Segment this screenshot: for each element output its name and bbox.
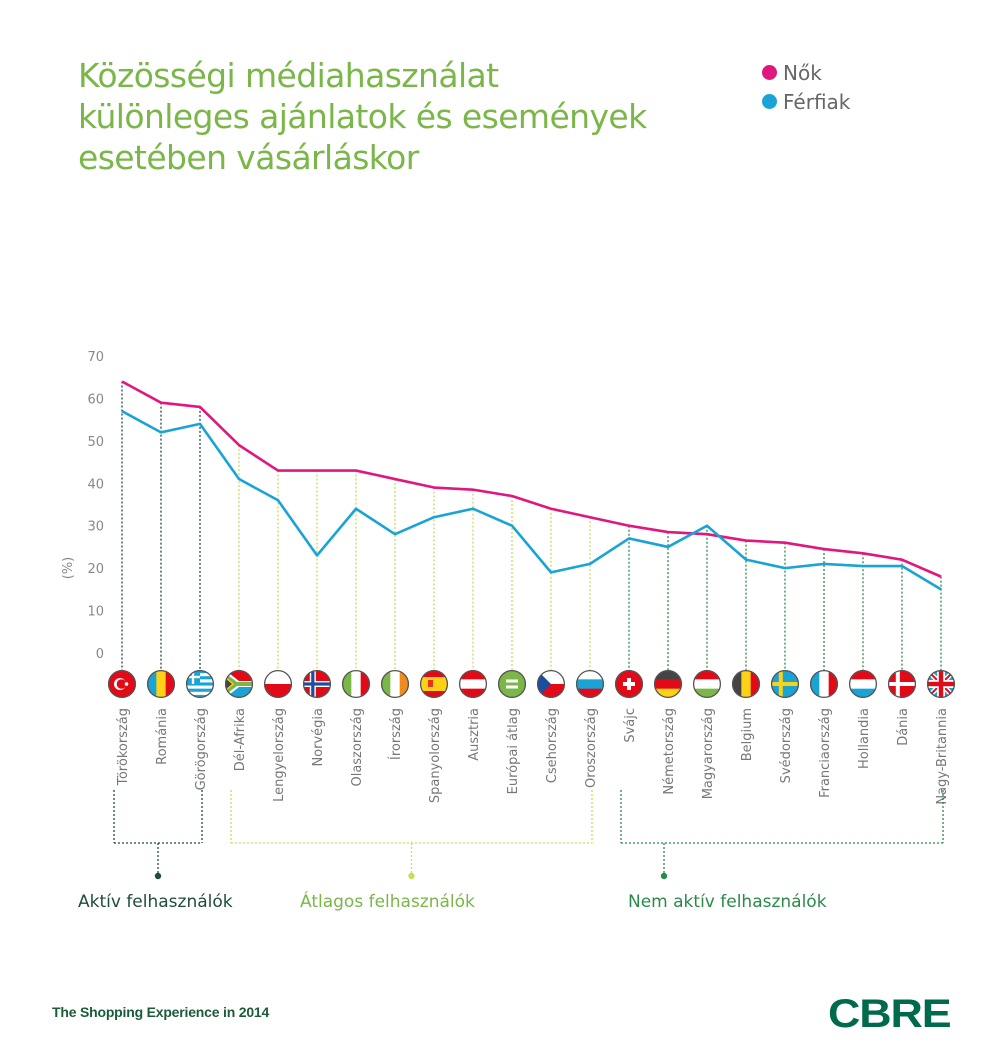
series-line-ferfiak — [121, 410, 942, 591]
category-label: Norvégia — [311, 708, 326, 767]
y-tick-label: 10 — [87, 605, 104, 620]
category-label: Olaszország — [350, 708, 365, 787]
flag-belgium-icon — [731, 669, 761, 699]
category-label: Németország — [662, 708, 677, 795]
y-axis-label: (%) — [61, 557, 76, 580]
category-label: Ausztria — [467, 708, 482, 761]
category-label: Görögország — [194, 708, 209, 790]
legend-label-nok: Nők — [783, 60, 822, 85]
y-tick-label: 40 — [87, 477, 104, 492]
category-label: Írország — [388, 708, 404, 760]
series-line-nok — [121, 380, 942, 578]
flag-italy-icon — [341, 669, 371, 699]
flag-sweden-icon — [770, 669, 800, 699]
legend-item-nok: Nők — [762, 58, 850, 87]
flag-denmark-icon — [887, 669, 917, 699]
y-tick-label: 50 — [87, 435, 104, 450]
legend-dot-ferfiak — [762, 94, 777, 109]
title-line-2: különleges ajánlatok és események — [78, 97, 647, 136]
flag-south-africa-icon — [224, 669, 254, 699]
footer-text: The Shopping Experience in 2014 — [52, 1004, 270, 1020]
legend-label-ferfiak: Férfiak — [783, 89, 851, 114]
category-label: Európai átlag — [506, 708, 521, 794]
y-tick-label: 0 — [96, 647, 104, 662]
flag-romania-icon — [146, 669, 176, 699]
flag-netherlands-icon — [848, 669, 878, 699]
flag-france-icon — [809, 669, 839, 699]
flag-poland-icon — [263, 669, 293, 699]
group-label-atlagos: Átlagos felhasználók — [300, 890, 475, 912]
category-label: Törökország — [116, 708, 131, 786]
y-tick-label: 70 — [87, 350, 104, 365]
flag-hungary-icon — [692, 669, 722, 699]
category-label: Csehország — [545, 708, 560, 783]
category-label: Svájc — [623, 708, 638, 743]
group-brackets: Aktív felhasználók Átlagos felhasználók Ne… — [78, 790, 944, 912]
category-label: Belgium — [740, 708, 755, 761]
group-label-nem-aktiv: Nem aktív felhasználók — [628, 892, 827, 912]
y-tick-label: 20 — [87, 562, 104, 577]
flag-austria-icon — [458, 669, 488, 699]
cbre-logo: CBRE — [828, 992, 952, 1036]
legend-dot-nok — [762, 65, 777, 80]
category-label: Lengyelország — [272, 708, 287, 802]
category-label: Magyarország — [701, 708, 716, 799]
flag-russia-icon — [575, 669, 605, 699]
category-label: Oroszország — [584, 708, 599, 788]
flag-turkey-icon — [107, 669, 137, 699]
category-label: Nagy-Britannia — [935, 708, 950, 805]
y-axis: 0 10 20 30 40 50 60 70 — [87, 350, 104, 662]
flag-germany-icon — [653, 669, 683, 699]
title-line-3: esetében vásárláskor — [78, 138, 419, 177]
category-label: Románia — [155, 708, 170, 765]
flag-ireland-icon — [380, 669, 410, 699]
flag-eu-average-icon — [497, 669, 527, 699]
flag-czech-icon — [536, 669, 566, 699]
flags — [107, 669, 956, 699]
category-label: Dánia — [896, 708, 911, 746]
category-label: Dél-Afrika — [233, 708, 248, 771]
line-chart: 0 10 20 30 40 50 60 70 (%) Törökország Románia Gö… — [61, 350, 956, 912]
drop-lines — [121, 381, 942, 670]
category-label: Franciaország — [818, 708, 833, 798]
legend: Nők Férfiak — [762, 58, 850, 116]
title-line-1: Közösségi médiahasználat — [78, 56, 499, 95]
category-label: Hollandia — [857, 708, 872, 769]
series-lines — [121, 380, 942, 591]
group-label-aktiv: Aktív felhasználók — [78, 892, 233, 912]
category-labels: Törökország Románia Görögország Dél-Afrika L… — [116, 708, 950, 805]
flag-uk-icon — [926, 669, 956, 699]
legend-item-ferfiak: Férfiak — [762, 87, 850, 116]
bracket-dot-aktiv — [154, 872, 162, 880]
chart-title: Közösségi médiahasználat különleges aján… — [78, 55, 718, 178]
flag-switzerland-icon — [614, 669, 644, 699]
flag-spain-icon — [419, 669, 449, 699]
y-tick-label: 60 — [87, 392, 104, 407]
bracket-dot-nem-aktiv — [660, 872, 668, 880]
bracket-dot-atlagos — [408, 872, 415, 880]
flag-greece-icon — [185, 669, 215, 699]
y-tick-label: 30 — [87, 520, 104, 535]
category-label: Svédország — [779, 708, 794, 783]
flag-norway-icon — [302, 669, 332, 699]
category-label: Spanyolország — [428, 708, 443, 803]
